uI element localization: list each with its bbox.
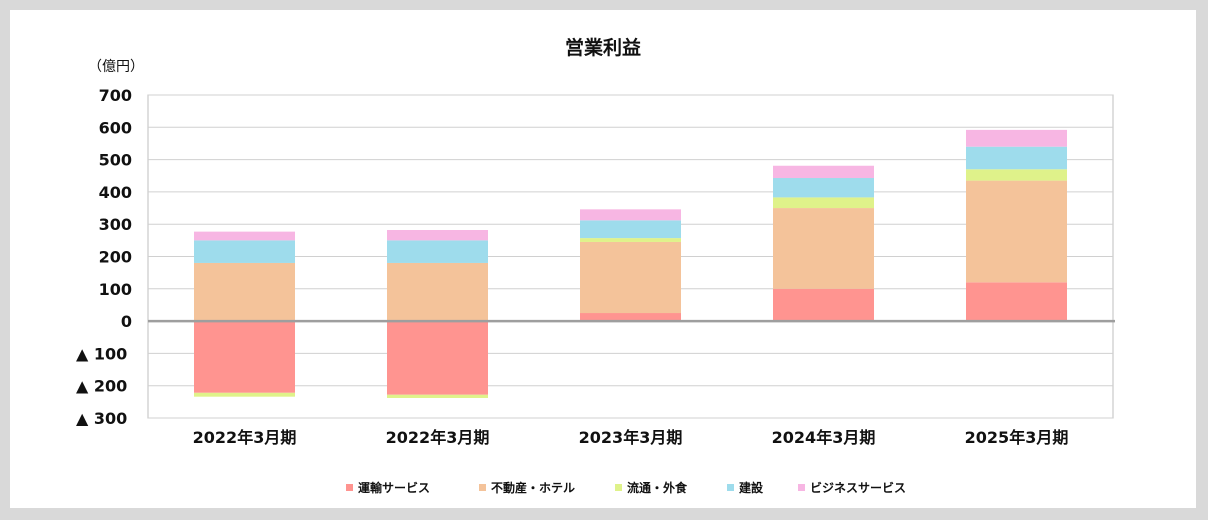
- bar-segment: [194, 321, 295, 393]
- y-tick-label: ▲ 300: [76, 409, 127, 428]
- bar-segment: [773, 288, 874, 322]
- gridlines: [147, 94, 1114, 419]
- bar-segment: [580, 209, 681, 221]
- bar-segment: [966, 180, 1067, 283]
- bar-segment: [194, 392, 295, 397]
- y-tick-label: 200: [99, 248, 132, 267]
- bar-segment: [773, 197, 874, 209]
- y-tick-label: ▲ 100: [76, 344, 127, 363]
- bar-segment: [773, 165, 874, 179]
- legend-swatch: [479, 484, 486, 491]
- legend-swatch: [798, 484, 805, 491]
- bar-segment: [773, 208, 874, 289]
- y-tick-label: 700: [99, 86, 132, 105]
- operating-profit-chart: 営業利益 （億円） 700 600 500 400 300 200 100 0 ▲ 100 ▲ 2…: [76, 36, 1115, 495]
- legend-label: 不動産・ホテル: [491, 480, 575, 495]
- y-tick-label: 500: [99, 151, 132, 170]
- y-tick-label: 400: [99, 183, 132, 202]
- bar-segment: [194, 240, 295, 263]
- legend-label: 建設: [738, 480, 764, 495]
- bar-segment: [194, 231, 295, 241]
- bar-segment: [966, 129, 1067, 147]
- y-tick-labels: 700 600 500 400 300 200 100 0 ▲ 100 ▲ 200 ▲ 300: [76, 86, 132, 428]
- legend-label: ビジネスサービス: [810, 480, 906, 495]
- chart-frame: 営業利益 （億円） 700 600 500 400 300 200 100 0 ▲ 100 ▲ 2…: [10, 10, 1196, 508]
- bar-segment: [387, 240, 488, 263]
- x-tick-label: 2025年3月期: [965, 428, 1069, 447]
- legend: 運輸サービス 不動産・ホテル 流通・外食 建設 ビジネスサービス: [346, 480, 906, 495]
- legend-swatch: [346, 484, 353, 491]
- bar-segment: [773, 178, 874, 198]
- x-tick-label: 2024年3月期: [772, 428, 876, 447]
- bar-segment: [580, 241, 681, 314]
- bar-segment: [966, 282, 1067, 322]
- chart-title: 営業利益: [565, 36, 641, 59]
- bar-segment: [580, 220, 681, 239]
- bar-segment: [580, 313, 681, 322]
- bar-segment: [966, 146, 1067, 170]
- bar-segment: [387, 321, 488, 395]
- x-tick-label: 2023年3月期: [579, 428, 683, 447]
- y-tick-label: 0: [121, 312, 132, 331]
- legend-label: 流通・外食: [627, 480, 688, 495]
- bar-segment: [387, 394, 488, 398]
- x-tick-label: 2022年3月期: [386, 428, 490, 447]
- unit-label: （億円）: [88, 59, 144, 75]
- legend-swatch: [615, 484, 622, 491]
- y-tick-label: ▲ 200: [76, 377, 127, 396]
- y-tick-label: 600: [99, 118, 132, 137]
- y-tick-label: 300: [99, 215, 132, 234]
- bar-segment: [580, 238, 681, 242]
- legend-swatch: [727, 484, 734, 491]
- bar-segment: [387, 230, 488, 241]
- x-tick-labels: 2022年3月期 2022年3月期 2023年3月期 2024年3月期 2025年3月期: [193, 428, 1069, 447]
- legend-label: 運輸サービス: [358, 480, 430, 495]
- bar-segment: [966, 169, 1067, 181]
- x-tick-label: 2022年3月期: [193, 428, 297, 447]
- bar-segment: [387, 262, 488, 322]
- bars: [194, 129, 1067, 398]
- y-tick-label: 100: [99, 280, 132, 299]
- bar-segment: [194, 262, 295, 322]
